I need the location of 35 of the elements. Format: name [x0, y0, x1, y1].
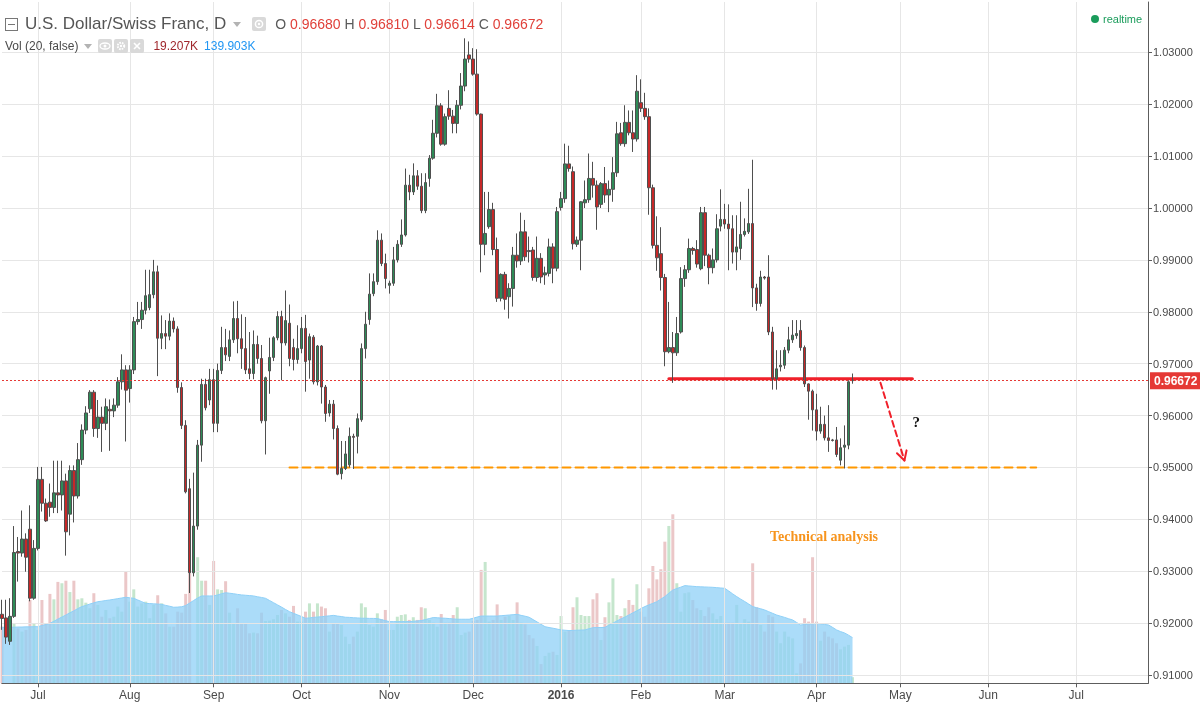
y-tick-label: 1.02000 — [1153, 98, 1193, 111]
y-tick-label: 1.01000 — [1153, 150, 1193, 163]
x-tick-label: Apr — [807, 688, 826, 703]
annotation: O 0.96680 H 0.96810 L 0.96614 C 0.96672 — [275, 16, 544, 32]
y-tick-label: 1.03000 — [1153, 46, 1193, 59]
x-tick-label: Dec — [462, 688, 484, 703]
annotation: ? — [912, 413, 920, 430]
x-tick-label: 2016 — [547, 688, 575, 703]
x-tick-label: Feb — [630, 688, 652, 703]
ref-line-label: 0.96672 — [1154, 373, 1198, 388]
x-tick-label: Sep — [202, 688, 225, 703]
y-tick-label: 0.96000 — [1153, 409, 1193, 422]
text: U.S. Dollar/Swiss Franc, D — [25, 14, 227, 34]
y-tick-label: 0.92000 — [1153, 617, 1193, 630]
y-tick-label: 0.94000 — [1153, 513, 1193, 526]
y-tick-label: 0.97000 — [1153, 357, 1193, 370]
x-tick-label: Jul — [30, 688, 46, 703]
x-tick-label: Jul — [1068, 688, 1084, 703]
annotation: realtime — [1103, 13, 1143, 25]
y-tick-label: 0.98000 — [1153, 305, 1193, 318]
y-tick-label: 0.93000 — [1153, 565, 1193, 578]
y-tick-label: 0.91000 — [1153, 669, 1193, 681]
annotation: 19.207K — [153, 39, 199, 53]
y-tick-label: 1.00000 — [1153, 202, 1193, 214]
annotation: Vol (20, false) — [5, 39, 79, 53]
x-tick-label: May — [889, 688, 912, 703]
y-tick-label: 0.99000 — [1153, 253, 1193, 266]
x-tick-label: Mar — [714, 688, 736, 703]
x-tick-label: Jun — [978, 688, 998, 703]
x-tick-label: Nov — [378, 688, 400, 703]
x-tick-label: Aug — [119, 688, 141, 703]
x-tick-label: Oct — [292, 688, 312, 703]
y-tick-label: 0.95000 — [1153, 461, 1193, 474]
annotation: 139.903K — [204, 39, 256, 53]
annotation: Technical analysis — [770, 528, 879, 544]
